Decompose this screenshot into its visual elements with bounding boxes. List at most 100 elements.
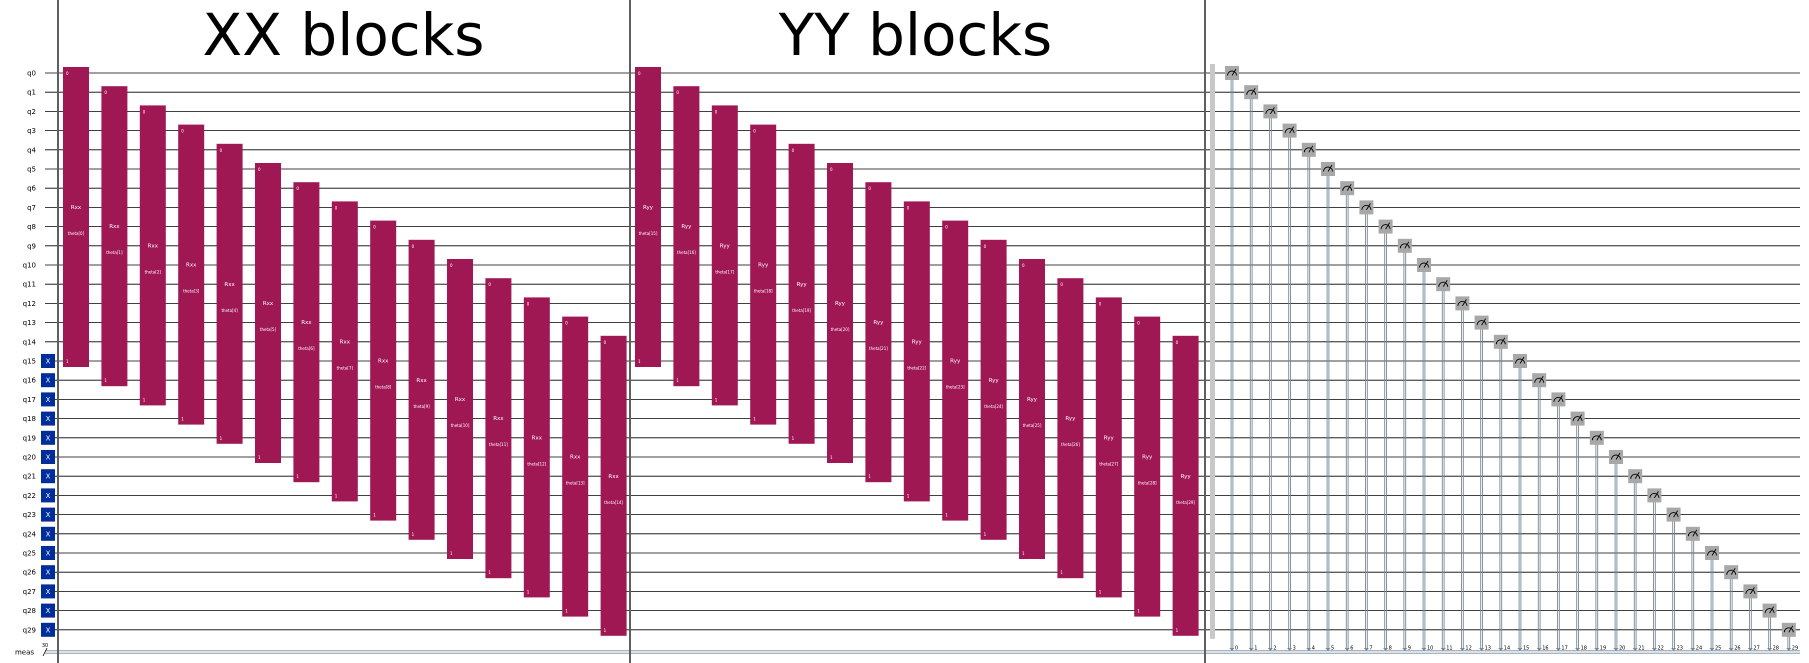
- measure-arrow: [1479, 648, 1485, 651]
- meter-icon: [1764, 608, 1775, 614]
- meter-icon: [1342, 185, 1353, 191]
- measure-index: 23: [1677, 646, 1683, 652]
- meter-needle-icon: [1442, 279, 1448, 287]
- measure-index: 15: [1523, 646, 1529, 652]
- x-gate-label: X: [46, 358, 51, 366]
- gate-label: Rxx: [71, 205, 82, 211]
- rotation-gate: [63, 67, 89, 367]
- measurement: 3: [1282, 123, 1297, 652]
- rotation-gate: [980, 239, 1007, 540]
- classical-register-label: meas: [15, 649, 34, 657]
- rotation-gate-block: 0 1 Ryy theta[26]: [1057, 278, 1084, 579]
- measure-arrow: [1594, 648, 1600, 651]
- measure-arrow: [1671, 648, 1677, 651]
- measure-index: 11: [1446, 646, 1452, 652]
- gate-parameter: theta[23]: [946, 385, 965, 390]
- gate-pin-top: 0: [945, 225, 948, 230]
- meter-icon: [1591, 435, 1602, 441]
- meter-icon: [1284, 128, 1295, 134]
- rotation-gate: [139, 105, 166, 406]
- x-gate-label: X: [46, 607, 51, 615]
- rotation-gate: [562, 316, 589, 617]
- gate-parameter: theta[15]: [639, 231, 658, 236]
- meter-icon: [1323, 166, 1333, 172]
- meter-needle-icon: [1577, 414, 1582, 422]
- measurement: 17: [1551, 392, 1568, 652]
- meter-icon: [1515, 358, 1525, 364]
- meter-icon: [1553, 396, 1564, 402]
- rotation-gate-block: 0 1 Ryy theta[20]: [827, 163, 853, 463]
- measure-index: 6: [1350, 646, 1353, 652]
- measure-arrow: [1517, 648, 1523, 651]
- meter-needle-icon: [1250, 87, 1256, 95]
- gate-pin-top: 0: [753, 129, 756, 134]
- qubit-labels: q0 q1 q2 q3 q4 q5 q6 q7 q8 q9 q10 q11 q12 q13 q14 q15 q1…: [15, 70, 48, 657]
- x-gate: [41, 392, 55, 407]
- gate-pin-bottom: 1: [715, 397, 718, 402]
- measure-index: 13: [1485, 646, 1491, 652]
- section-title: YY blocks: [778, 1, 1052, 69]
- measure-gate: [1570, 411, 1585, 426]
- measurement: 29: [1781, 622, 1798, 652]
- measure-arrow: [1267, 648, 1273, 651]
- measurement: 20: [1609, 450, 1625, 652]
- measure-index: 22: [1657, 646, 1663, 652]
- measurement: 5: [1321, 162, 1335, 652]
- measure-arrow: [1459, 648, 1465, 651]
- x-gate-label: X: [46, 396, 51, 404]
- gate-pin-bottom: 1: [220, 436, 223, 441]
- qubit-label: q10: [23, 262, 36, 270]
- gate-pin-bottom: 1: [1099, 589, 1102, 594]
- measurement: 12: [1455, 296, 1472, 652]
- x-gate: [41, 603, 55, 618]
- meter-icon: [1495, 339, 1506, 345]
- measurement: 18: [1570, 411, 1587, 652]
- gate-label: Rxx: [340, 339, 351, 345]
- gate-pin-top: 0: [296, 186, 299, 191]
- measure-index: 29: [1792, 646, 1798, 652]
- gate-label: Rxx: [608, 474, 619, 480]
- meter-icon: [1630, 473, 1641, 479]
- qubit-label: q23: [23, 511, 36, 519]
- gate-pin-top: 0: [565, 321, 568, 326]
- qubit-label: q9: [27, 242, 36, 250]
- measure-arrow: [1287, 648, 1293, 651]
- rotation-gate: [1019, 259, 1045, 559]
- measure-gate: [1705, 546, 1719, 560]
- gate-label: Rxx: [263, 301, 274, 307]
- rotation-gate-block: 0 1 Rxx theta[3]: [178, 124, 205, 425]
- qubit-label: q15: [23, 358, 36, 366]
- gate-pin-top: 0: [488, 282, 491, 287]
- measure-gate: [1225, 66, 1239, 80]
- gate-label: Rxx: [109, 224, 120, 230]
- gate-parameter: theta[0]: [68, 231, 85, 236]
- measure-arrow: [1555, 648, 1561, 651]
- rotation-gate: [827, 163, 853, 463]
- x-gate-label: X: [46, 473, 51, 481]
- qubit-label: q26: [23, 569, 37, 577]
- gate-label: Rxx: [378, 359, 389, 365]
- measure-arrow: [1440, 648, 1446, 651]
- gate-pin-bottom: 1: [181, 417, 184, 422]
- qubit-label: q20: [23, 454, 36, 462]
- measure-index: 28: [1773, 646, 1779, 652]
- measurement: 23: [1666, 507, 1683, 652]
- gate-parameter: theta[12]: [527, 461, 546, 466]
- measurement: 25: [1705, 546, 1721, 652]
- gate-parameter: theta[28]: [1138, 481, 1157, 486]
- meter-needle-icon: [1385, 222, 1390, 230]
- gate-parameter: theta[6]: [298, 346, 315, 351]
- gate-parameter: theta[3]: [183, 289, 200, 294]
- meter-icon: [1707, 550, 1717, 556]
- measurement: 0: [1225, 66, 1239, 652]
- gate-parameter: theta[9]: [413, 404, 430, 409]
- register-size-label: 30: [42, 643, 48, 649]
- meter-needle-icon: [1423, 260, 1429, 268]
- gate-pin-bottom: 1: [868, 474, 871, 479]
- gate-parameter: theta[17]: [715, 269, 734, 274]
- gate-pin-bottom: 1: [945, 513, 948, 518]
- gate-pin-bottom: 1: [66, 359, 69, 364]
- rotation-gate: [1095, 297, 1122, 598]
- gate-pin-bottom: 1: [296, 474, 299, 479]
